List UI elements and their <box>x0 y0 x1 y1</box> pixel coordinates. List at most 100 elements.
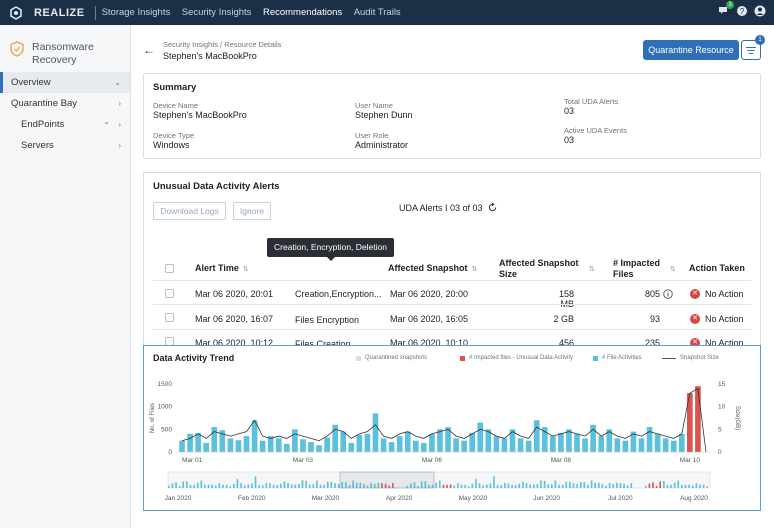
file-activity-bar <box>638 438 645 452</box>
overview-bar <box>691 485 694 488</box>
row-checkbox[interactable] <box>165 313 174 322</box>
chevron-right-icon: › <box>118 99 121 108</box>
file-activity-bar <box>211 427 218 452</box>
overview-bar <box>326 481 329 488</box>
overview-bar <box>536 483 539 488</box>
active-uda-label: Active UDA Events <box>564 126 627 135</box>
notifications-icon[interactable]: 3 <box>718 1 734 17</box>
row-snapshot: Mar 06 2020, 16:05 <box>390 314 469 324</box>
legend-line <box>662 357 676 359</box>
overview-bar <box>699 484 701 488</box>
app-logo-icon[interactable] <box>8 5 24 21</box>
overview-bar <box>178 486 181 488</box>
overview-bar <box>294 484 297 488</box>
overview-bar <box>243 485 246 488</box>
ignore-button[interactable]: Ignore <box>233 202 271 220</box>
user-avatar-icon[interactable] <box>754 5 766 17</box>
y2-tick-label: 0 <box>718 449 722 456</box>
y-tick-label: 0 <box>168 449 172 456</box>
overview-bar <box>218 483 221 488</box>
legend-quarantined[interactable]: Quarantined snapshots <box>356 355 427 361</box>
help-icon[interactable]: ? <box>736 5 748 17</box>
row-divider <box>153 304 751 305</box>
summary-card: Summary Device Name Stephen's MacBookPro… <box>143 73 761 159</box>
overview-bar <box>290 484 293 488</box>
sidebar-item-quarantine-bay[interactable]: Quarantine Bay › <box>0 93 130 114</box>
notification-badge: 3 <box>726 1 734 9</box>
overview-bar <box>659 481 662 488</box>
sort-icon[interactable]: ⇅ <box>670 266 676 273</box>
overview-bar <box>283 481 286 488</box>
file-activity-bar <box>195 432 201 452</box>
row-impacted-files: 93 <box>649 314 660 324</box>
sidebar-item-endpoints[interactable]: EndPoints ⌄ › <box>0 114 130 135</box>
col-affected-snapshot[interactable]: Affected Snapshot ⇅ <box>388 263 478 273</box>
overview-bar <box>558 484 560 488</box>
refresh-icon[interactable] <box>488 202 497 212</box>
sidebar-header: Ransomware Recovery <box>0 25 130 70</box>
legend-file-activities[interactable]: # File Activities <box>593 355 642 361</box>
overview-bar <box>522 481 524 488</box>
overview-bar <box>225 484 228 488</box>
select-all-checkbox[interactable] <box>165 264 174 273</box>
row-impacted-files: 235 <box>644 338 660 348</box>
row-checkbox[interactable] <box>165 289 174 298</box>
overview-bar <box>175 482 177 488</box>
col-snapshot-size[interactable]: Affected Snapshot Size <box>499 258 579 279</box>
y2-tick-label: 10 <box>718 404 726 411</box>
overview-bar <box>688 484 690 488</box>
sidebar-item-servers[interactable]: Servers › <box>0 135 130 156</box>
legend-impacted[interactable]: # Impacted files - Unusual Data Activity <box>460 355 573 361</box>
overview-bar <box>287 483 289 488</box>
overview-bar <box>211 484 213 488</box>
col-alert-time[interactable]: Alert Time ⇅ <box>195 263 249 273</box>
overview-bar <box>254 476 257 488</box>
file-activity-bar <box>348 442 355 452</box>
file-activity-bar <box>477 422 484 452</box>
overview-bar <box>569 481 571 488</box>
overview-bar <box>276 485 278 488</box>
file-activity-bar <box>412 440 419 452</box>
file-activity-bar <box>509 429 516 452</box>
y-axis-label: No. of Files <box>150 403 156 433</box>
overview-bar <box>312 484 315 488</box>
nav-storage-insights[interactable]: Storage Insights <box>101 7 171 18</box>
nav-audit-trails[interactable]: Audit Trails <box>353 7 401 18</box>
file-activity-bar <box>582 438 588 452</box>
overview-bar <box>551 484 553 488</box>
x-tick-label: Mar 10 <box>680 457 701 464</box>
svg-text:?: ? <box>740 7 745 16</box>
col-action-taken[interactable]: Action Taken <box>689 263 745 273</box>
file-activity-bar <box>340 431 347 452</box>
col-impacted-files[interactable]: # Impacted Files <box>613 258 661 279</box>
overview-bar <box>457 483 459 488</box>
back-arrow-icon[interactable]: ← <box>143 43 155 57</box>
legend-swatch <box>356 355 361 361</box>
sidebar-item-overview[interactable]: Overview ⌄ <box>0 72 130 93</box>
menu-badge: 1 <box>755 35 765 45</box>
nav-security-insights[interactable]: Security Insights <box>181 7 252 18</box>
breadcrumb[interactable]: Security Insights / Resource Details <box>163 40 282 49</box>
y2-tick-label: 5 <box>718 426 722 433</box>
overview-bar <box>377 482 380 488</box>
legend-snapshot-size[interactable]: Snapshot Size <box>662 355 719 361</box>
row-activity[interactable]: Creation,Encryption... <box>295 289 382 299</box>
nav-recommendations[interactable]: Recommendations <box>262 7 343 18</box>
filter-menu-button[interactable]: 1 <box>741 35 765 60</box>
overview-bar <box>616 482 618 488</box>
y2-axis-label: Size(GB) <box>734 406 740 430</box>
info-icon[interactable] <box>663 289 673 299</box>
sort-icon[interactable]: ⇅ <box>589 266 595 273</box>
download-logs-button[interactable]: Download Logs <box>153 202 226 220</box>
overview-bar <box>525 483 528 488</box>
overview-bar <box>381 483 383 488</box>
uda-alert-count: UDA Alerts I 03 of 03 <box>399 202 497 213</box>
overview-bar <box>189 484 192 488</box>
trend-title: Data Activity Trend <box>153 353 235 363</box>
overview-bar <box>214 485 217 488</box>
overview-bar <box>623 483 625 488</box>
quarantine-resource-button[interactable]: Quarantine Resource <box>643 40 739 60</box>
file-activity-bar <box>598 436 605 452</box>
file-activity-bar <box>646 427 653 452</box>
file-activity-bar <box>461 440 467 452</box>
